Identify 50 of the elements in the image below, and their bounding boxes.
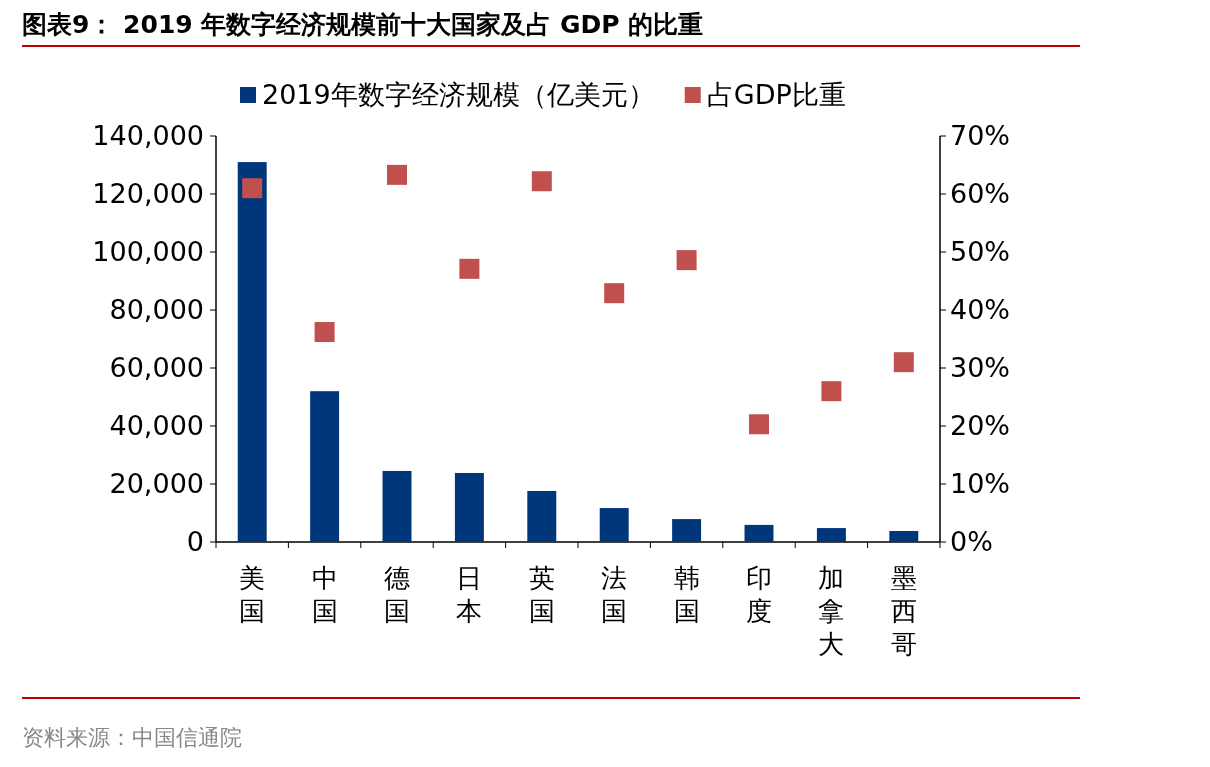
x-tick-label: 日本 [456,563,483,626]
legend-label: 占GDP比重 [706,79,846,110]
point [893,352,914,373]
y-tick-label: 0 [186,526,204,557]
bar [672,519,702,542]
point [749,414,769,435]
y-tick-label: 20,000 [109,468,204,499]
y-tick-label: 100,000 [92,236,204,267]
y-tick-label: 60,000 [109,352,204,383]
x-tick-label: 墨西哥 [890,563,917,659]
bar [454,472,484,542]
point [531,171,552,192]
y-tick-label: 140,000 [92,120,204,151]
bar [237,162,267,542]
point [821,381,842,402]
x-tick-label: 英国 [528,563,555,626]
point [242,178,263,199]
point [314,322,335,343]
y2-tick-label: 40% [950,294,1011,325]
bar [310,391,340,542]
x-tick-label: 韩国 [673,563,700,626]
y2-tick-label: 20% [950,410,1011,441]
legend-label: 2019年数字经济规模（亿美元） [262,79,655,110]
y2-tick-label: 70% [950,120,1011,151]
x-tick-label: 中国 [311,563,338,626]
x-tick-label: 加拿大 [818,563,845,659]
x-tick-label: 法国 [601,563,628,626]
x-tick-label: 德国 [384,563,410,626]
x-tick-label: 美国 [239,563,266,626]
x-tick-label: 印度 [746,563,772,626]
y2-tick-label: 10% [950,468,1011,499]
bar [744,524,774,542]
y2-tick-label: 60% [950,178,1011,209]
bar [889,530,919,542]
text: 资料来源：中国信通院 [22,725,242,750]
bar [816,528,846,542]
chart-title: 图表9： 2019 年数字经济规模前十大国家及占 GDP 的比重 [22,10,704,39]
point [676,250,697,271]
y-tick-label: 40,000 [109,410,204,441]
y2-tick-label: 0% [950,526,993,557]
y2-tick-label: 30% [950,352,1011,383]
bar [527,490,557,542]
bar [382,470,412,542]
bar [599,508,629,542]
y-tick-label: 120,000 [92,178,204,209]
point [387,164,407,185]
point [459,258,480,279]
y2-tick-label: 50% [950,236,1011,267]
y-tick-label: 80,000 [109,294,204,325]
point [604,283,625,304]
